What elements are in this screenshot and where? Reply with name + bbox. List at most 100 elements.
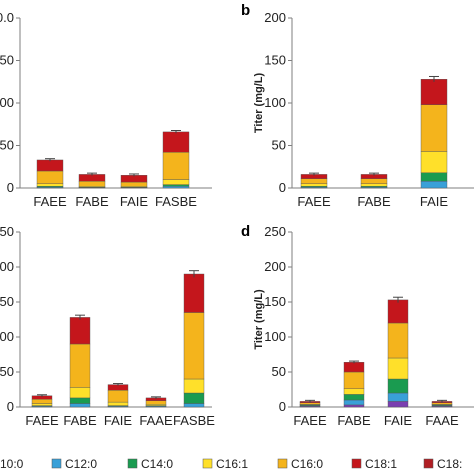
bar-segment-C16-1: [107, 401, 129, 406]
bar-segment-C18-1: [69, 317, 91, 345]
bar-segment-C18-1: [36, 159, 64, 172]
y-tick-label: 0: [7, 180, 14, 195]
legend-label: C12:0: [65, 457, 97, 471]
bar-segment-C14-0: [183, 392, 205, 404]
x-tick-label: FAIE: [104, 413, 133, 428]
bar-segment-C16-1: [145, 404, 167, 406]
bar-segment-C16-0: [300, 178, 328, 184]
y-tick-label: 50: [272, 138, 286, 153]
x-tick-label: FAIE: [384, 413, 413, 428]
bar-segment-C12-0: [183, 403, 205, 408]
x-tick-label: FAIE: [120, 194, 149, 209]
y-tick-label: 50: [0, 294, 14, 309]
y-tick-label: 200: [264, 259, 286, 274]
bar-segment-C16-0: [120, 181, 148, 187]
x-tick-label: FAEE: [33, 194, 67, 209]
x-tick-label: FAEE: [25, 413, 59, 428]
y-tick-label: 150: [264, 53, 286, 68]
bar-segment-C16-0: [31, 399, 53, 404]
x-tick-label: FASBE: [155, 194, 197, 209]
x-tick-label: FABE: [357, 194, 391, 209]
y-tick-label: 100: [264, 329, 286, 344]
bar-segment-C16-1: [31, 403, 53, 406]
y-tick-label: 250: [264, 224, 286, 239]
y-axis-title: Titer (mg/L): [253, 73, 265, 134]
x-tick-label: FABE: [337, 413, 371, 428]
bar-segment-C16-0: [299, 402, 321, 405]
legend-swatch: [51, 458, 62, 469]
y-tick-label: 0: [7, 399, 14, 414]
legend-label: C18:: [437, 457, 462, 471]
y-tick-label: 150: [264, 294, 286, 309]
bar-segment-C12-0: [162, 186, 190, 189]
x-tick-label: FAEE: [293, 413, 327, 428]
legend-swatch: [351, 458, 362, 469]
y-tick-label: 50: [0, 364, 14, 379]
bar-segment-C16-0: [183, 312, 205, 380]
bar-segment-C12-0: [343, 399, 365, 406]
y-tick-label: 100: [264, 95, 286, 110]
legend-swatch: [202, 458, 213, 469]
bar-segment-C18-1: [183, 273, 205, 313]
panel-label: b: [241, 2, 250, 19]
x-tick-label: FAAE: [425, 413, 459, 428]
bar-segment-C16-1: [387, 357, 409, 380]
x-tick-label: FAAE: [139, 413, 173, 428]
y-tick-label: 200: [264, 10, 286, 25]
bar-segment-C16-0: [387, 322, 409, 359]
bar-segment-C16-0: [36, 170, 64, 184]
y-axis-title: Titer (mg/L): [253, 289, 265, 350]
bar-segment-C18-1: [343, 362, 365, 373]
x-tick-label: FABE: [75, 194, 109, 209]
bar-segment-C16-1: [183, 378, 205, 394]
y-tick-label: 00: [0, 329, 14, 344]
bar-segment-C14-0: [343, 394, 365, 401]
bar-segment-C12-0: [387, 392, 409, 402]
bar-segment-C14-0: [420, 172, 448, 182]
bar-segment-C16-0: [431, 402, 453, 405]
bar-segment-other: [387, 401, 409, 408]
bar-segment-C16-0: [69, 343, 91, 388]
bar-segment-C16-1: [360, 183, 388, 187]
x-tick-label: FABE: [63, 413, 97, 428]
bar-segment-C16-0: [343, 371, 365, 389]
legend-swatch: [423, 458, 434, 469]
y-tick-label: 0: [279, 180, 286, 195]
y-tick-label: 50: [0, 224, 14, 239]
bar-segment-C16-0: [360, 178, 388, 184]
bar-segment-C18-1: [387, 299, 409, 324]
bar-segment-C14-0: [162, 184, 190, 187]
legend: 10:0 C12:0 C14:0 C16:1 C16:0 C18:1 C18:: [0, 457, 462, 471]
bar-segment-C16-1: [69, 387, 91, 399]
bar-segment-C14-0: [69, 397, 91, 404]
bar-segment-C16-1: [162, 179, 190, 185]
bar-segment-C16-0: [78, 180, 106, 187]
legend-swatch: [277, 458, 288, 469]
y-tick-label: 50: [272, 364, 286, 379]
panel-label: d: [241, 223, 250, 240]
bar-segment-other: [343, 404, 365, 408]
y-tick-label: 0: [279, 399, 286, 414]
bar-segment-C16-1: [300, 183, 328, 187]
bar-segment-C16-0: [107, 390, 129, 403]
y-tick-label: 00: [0, 259, 14, 274]
panel-d: 0 50 100 150 200 250 Titer (mg/L) d FAEE FABE FAIE…: [241, 223, 474, 428]
panel-a: 0 50 00 50 0.0 FAEE FABE FAIE FASBE: [0, 10, 212, 209]
bar-segment-C16-1: [36, 183, 64, 187]
bar-segment-C18-1: [162, 131, 190, 153]
bar-segment-C16-1: [343, 388, 365, 395]
bar-segment-C18-1: [420, 78, 448, 105]
bar-segment-C16-0: [145, 400, 167, 405]
bar-segment-C16-0: [420, 104, 448, 152]
legend-label: C18:1: [365, 457, 397, 471]
bar-segment-C12-0: [420, 180, 448, 189]
y-tick-label: 50: [0, 53, 14, 68]
bar-segment-C16-1: [420, 151, 448, 173]
bar-segment-C16-0: [162, 152, 190, 180]
x-tick-label: FAEE: [297, 194, 331, 209]
bar-segment-C14-0: [387, 378, 409, 394]
panel-c: 0 50 00 50 00 50 FAEE FABE FAIE FAAE FASBE: [0, 224, 215, 428]
y-tick-label: 50: [0, 138, 14, 153]
